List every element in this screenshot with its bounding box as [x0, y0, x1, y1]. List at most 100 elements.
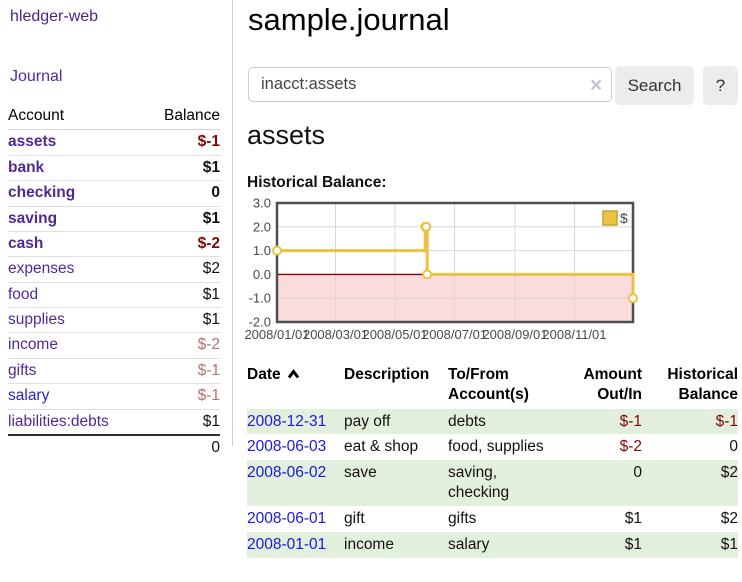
page-title: sample.journal — [248, 2, 450, 37]
accounts-total-spacer — [8, 433, 145, 461]
account-balance: $1 — [202, 311, 220, 328]
sidebar: hledger-web Journal Account Balance asse… — [0, 0, 233, 461]
transaction-accounts: debts — [448, 412, 486, 430]
account-balance: $-1 — [197, 361, 220, 379]
transaction-amount: $-2 — [619, 438, 642, 456]
account-link-checking[interactable]: checking — [8, 184, 76, 202]
transaction-accounts: gifts — [448, 509, 477, 527]
account-row: food $1 — [8, 282, 220, 309]
app-title-link[interactable]: hledger-web — [10, 8, 99, 25]
clear-search-icon[interactable]: × — [590, 74, 603, 97]
x-axis-tick-label: 2008/01/01 — [244, 327, 309, 342]
y-axis-tick-label: 0.0 — [253, 267, 271, 282]
transaction-row: 2008-06-01 gift gifts $1 $2 — [247, 506, 738, 532]
historical-balance-chart: 3.0 2.0 1.0 0.0 -1.0 -2.0 2008/01/01 2008/03/01… — [240, 196, 742, 352]
data-point — [422, 269, 433, 280]
x-axis-tick-label: 2008/11/01 — [542, 327, 606, 342]
accounts-total-value: 0 — [144, 433, 220, 461]
account-row: gifts $-1 — [8, 358, 220, 385]
transaction-date-link[interactable]: 2008-06-01 — [247, 509, 327, 527]
account-row: salary $-1 — [8, 383, 220, 410]
account-balance: $-2 — [197, 234, 220, 252]
account-link-income[interactable]: income — [8, 336, 58, 354]
register-header-amount: Amount Out/In — [583, 366, 642, 403]
transaction-description: gift — [344, 509, 365, 527]
accounts-header-balance: Balance — [144, 104, 220, 131]
transaction-row: 2008-06-02 save saving, checking 0 $2 — [247, 460, 738, 506]
transaction-balance: $2 — [720, 509, 738, 527]
account-link-liabilities-debts[interactable]: liabilities:debts — [8, 412, 109, 430]
plot-border — [275, 201, 635, 324]
legend-swatch — [602, 210, 618, 226]
account-row: checking 0 — [8, 180, 220, 207]
transaction-amount: $1 — [624, 535, 642, 553]
y-axis-tick-label: -2.0 — [249, 315, 271, 330]
account-row: saving $1 — [8, 206, 220, 232]
account-link-gifts[interactable]: gifts — [8, 361, 37, 379]
transaction-amount: 0 — [633, 464, 642, 482]
account-row: cash $-2 — [8, 231, 220, 258]
account-link-salary[interactable]: salary — [8, 387, 50, 405]
account-balance: 0 — [211, 184, 220, 202]
search-button[interactable]: Search — [615, 66, 694, 105]
x-axis-tick-label: 2008/07/01 — [422, 327, 487, 342]
transaction-balance: $-1 — [715, 412, 738, 430]
account-row: income $-2 — [8, 332, 220, 359]
account-link-saving[interactable]: saving — [8, 209, 58, 227]
search-input[interactable] — [248, 67, 612, 102]
help-button[interactable]: ? — [703, 66, 738, 105]
transaction-balance: $1 — [720, 535, 738, 553]
account-link-cash[interactable]: cash — [8, 234, 44, 252]
transaction-accounts: food, supplies — [448, 438, 544, 456]
transaction-amount: $1 — [624, 509, 642, 527]
transaction-accounts: saving, checking — [448, 464, 510, 502]
legend-label: $ — [620, 210, 628, 226]
x-axis-tick-label: 2008/03/01 — [303, 327, 368, 342]
register-table: Date Description To/From Account(s) Amou… — [247, 363, 738, 558]
account-balance: $-1 — [197, 133, 220, 151]
chart-title: Historical Balance: — [247, 174, 387, 191]
account-link-supplies[interactable]: supplies — [8, 311, 65, 328]
y-axis-tick-label: 3.0 — [253, 196, 271, 211]
account-balance: $-2 — [197, 336, 220, 354]
transaction-balance: 0 — [729, 438, 738, 456]
x-axis-tick-label: 2008/05/01 — [362, 327, 427, 342]
account-balance: $1 — [202, 412, 220, 430]
sort-ascending-icon — [287, 369, 299, 379]
register-header-balance: Historical Balance — [667, 366, 738, 403]
accounts-total-row: 0 — [8, 433, 220, 461]
account-row: supplies $1 — [8, 307, 220, 334]
transaction-row: 2008-01-01 income salary $1 $1 — [247, 531, 738, 558]
data-point — [421, 221, 432, 232]
register-header-accounts: To/From Account(s) — [448, 366, 529, 403]
transaction-row: 2008-06-03 eat & shop food, supplies $-2 0 — [247, 434, 738, 460]
transaction-description: pay off — [344, 412, 391, 430]
sidebar-item-journal[interactable]: Journal — [10, 68, 63, 85]
transaction-description: income — [344, 535, 394, 553]
account-balance: $1 — [202, 158, 220, 176]
account-link-expenses[interactable]: expenses — [8, 260, 75, 278]
account-link-food[interactable]: food — [8, 285, 39, 303]
account-balance: $1 — [202, 285, 220, 303]
account-row: bank $1 — [8, 155, 220, 182]
transaction-date-link[interactable]: 2008-01-01 — [247, 535, 327, 553]
account-row: expenses $2 — [8, 256, 220, 283]
account-row: assets $-1 — [8, 129, 220, 156]
x-axis-tick-label: 2008/09/01 — [482, 327, 547, 342]
accounts-header-account: Account — [8, 104, 145, 131]
transaction-date-link[interactable]: 2008-06-03 — [247, 438, 327, 456]
data-point — [272, 245, 282, 256]
register-header-date[interactable]: Date — [247, 363, 344, 409]
transaction-row: 2008-12-31 pay off debts $-1 $-1 — [247, 408, 738, 435]
account-link-bank[interactable]: bank — [8, 158, 45, 176]
y-axis-tick-label: 1.0 — [253, 243, 271, 258]
transaction-amount: $-1 — [619, 412, 642, 430]
account-row: liabilities:debts $1 — [8, 409, 220, 435]
account-link-assets[interactable]: assets — [8, 133, 57, 151]
register-header-date-label: Date — [247, 366, 281, 383]
transaction-date-link[interactable]: 2008-06-02 — [247, 464, 327, 482]
account-heading: assets — [247, 120, 326, 150]
y-axis-tick-label: 2.0 — [253, 219, 271, 234]
transaction-date-link[interactable]: 2008-12-31 — [247, 412, 327, 430]
accounts-table: Account Balance assets $-1 bank $1 checking 0… — [8, 104, 220, 461]
